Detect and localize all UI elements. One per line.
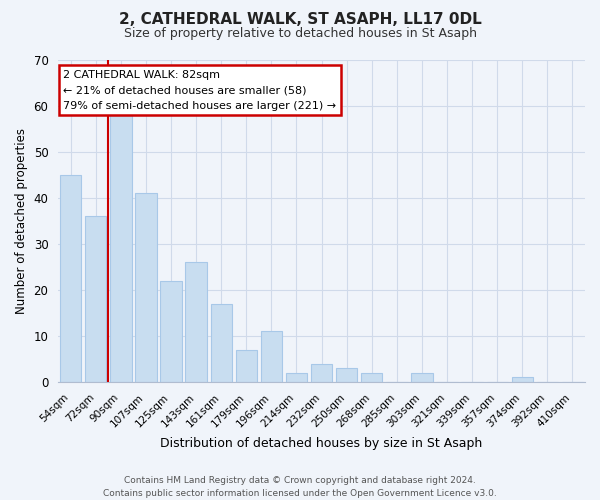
Bar (211, 304, 232, 382)
Y-axis label: Number of detached properties: Number of detached properties (15, 128, 28, 314)
Bar (286, 373, 307, 382)
Bar (160, 281, 182, 382)
Bar (411, 373, 433, 382)
Bar (135, 194, 157, 382)
Bar (60, 175, 82, 382)
Bar (261, 332, 282, 382)
Bar (110, 115, 131, 382)
Bar (361, 373, 382, 382)
X-axis label: Distribution of detached houses by size in St Asaph: Distribution of detached houses by size … (160, 437, 483, 450)
Bar (85, 216, 106, 382)
Bar (336, 368, 358, 382)
Text: 2 CATHEDRAL WALK: 82sqm
← 21% of detached houses are smaller (58)
79% of semi-de: 2 CATHEDRAL WALK: 82sqm ← 21% of detache… (64, 70, 337, 111)
Text: 2, CATHEDRAL WALK, ST ASAPH, LL17 0DL: 2, CATHEDRAL WALK, ST ASAPH, LL17 0DL (119, 12, 481, 28)
Bar (236, 350, 257, 382)
Bar (512, 378, 533, 382)
Text: Contains HM Land Registry data © Crown copyright and database right 2024.
Contai: Contains HM Land Registry data © Crown c… (103, 476, 497, 498)
Bar (185, 262, 207, 382)
Bar (311, 364, 332, 382)
Text: Size of property relative to detached houses in St Asaph: Size of property relative to detached ho… (124, 28, 476, 40)
